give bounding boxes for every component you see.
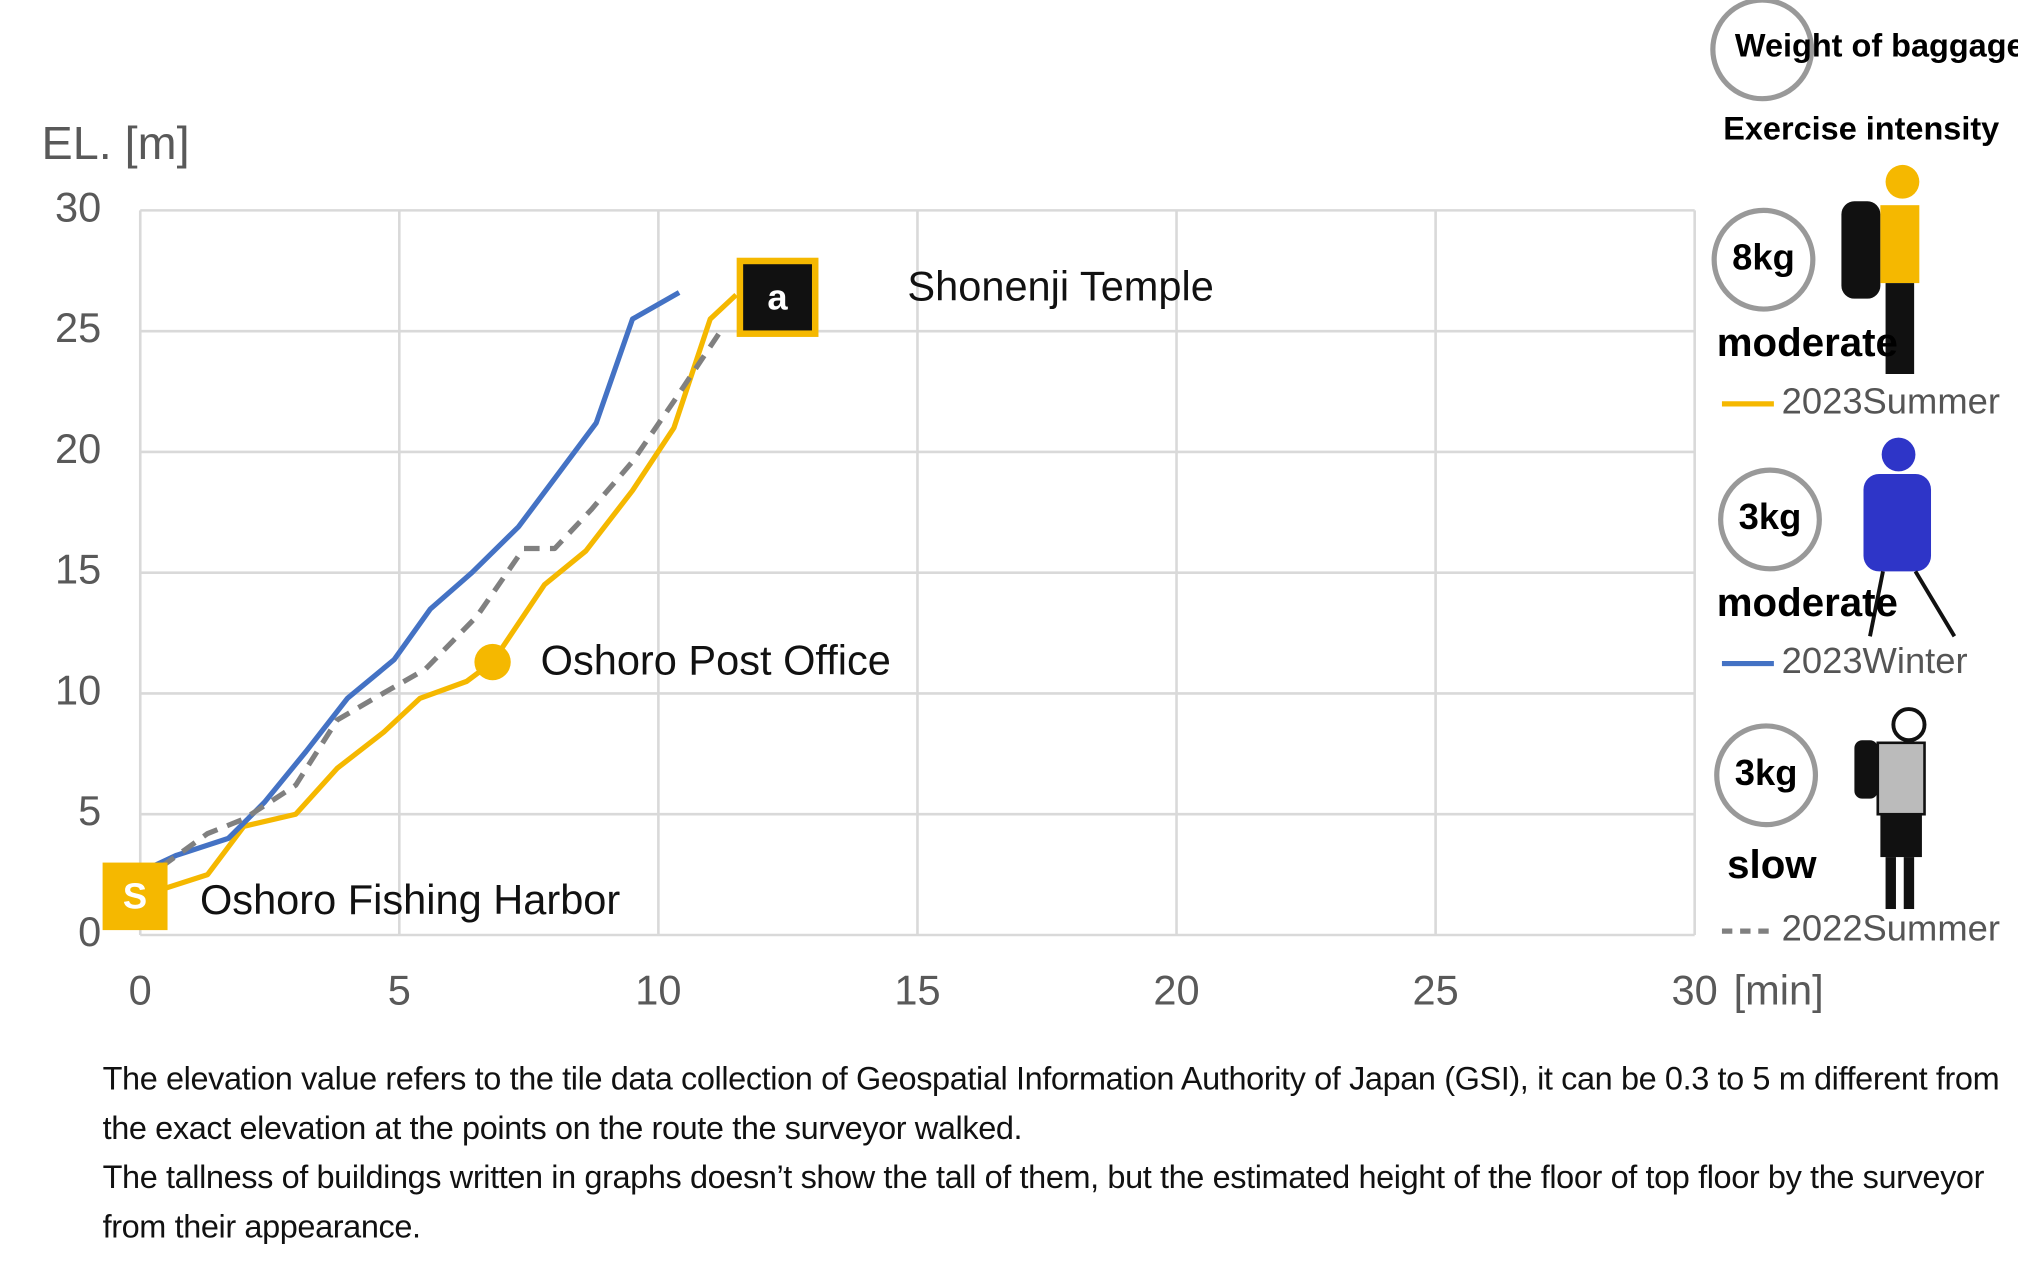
x-tick-label: 10 <box>635 966 681 1013</box>
intensity-label: moderate <box>1717 580 1898 625</box>
intensity-header: Exercise intensity <box>1723 111 1999 147</box>
x-tick-label: 20 <box>1153 966 1199 1013</box>
annotation-badge: a <box>767 277 788 318</box>
legend-label: 2022Summer <box>1782 908 2000 949</box>
annotation-text: Oshoro Post Office <box>541 636 891 683</box>
chart: EL. [m] [min] Weight of baggage Exercise… <box>42 0 2018 1013</box>
series-line <box>138 329 723 884</box>
figure-3 <box>1854 707 1927 910</box>
legend-label: 2023Winter <box>1782 640 1968 681</box>
y-axis-label: EL. [m] <box>42 117 190 169</box>
annotation-marker <box>102 862 168 931</box>
weight-circle <box>1718 467 1822 572</box>
y-tick-label: 20 <box>55 425 101 472</box>
x-tick-label: 30 <box>1672 966 1718 1013</box>
series-line <box>139 293 738 899</box>
x-tick-label: 0 <box>129 966 152 1013</box>
series-line <box>139 290 681 875</box>
weight-circle <box>1711 207 1816 312</box>
intensity-label: slow <box>1727 842 1817 887</box>
y-tick-label: 10 <box>55 666 101 713</box>
x-tick-label: 15 <box>894 966 940 1013</box>
annotation-text: Oshoro Fishing Harbor <box>200 876 620 923</box>
legend-label: 2023Summer <box>1782 380 2000 421</box>
intensity-label: moderate <box>1717 320 1898 365</box>
x-axis-label: [min] <box>1734 966 1824 1013</box>
annotation-marker <box>736 257 819 337</box>
weight-label: 3kg <box>1739 496 1802 537</box>
annotation-marker <box>474 643 511 681</box>
weight-label: 3kg <box>1735 752 1798 793</box>
weight-label: 8kg <box>1732 236 1795 277</box>
annotation-text: Shonenji Temple <box>907 263 1213 310</box>
x-tick-label: 5 <box>388 966 411 1013</box>
y-tick-label: 15 <box>55 546 101 593</box>
y-tick-label: 30 <box>55 183 101 230</box>
x-tick-label: 25 <box>1412 966 1458 1013</box>
y-tick-label: 5 <box>78 787 101 834</box>
figure-2 <box>1863 437 1957 638</box>
y-tick-label: 0 <box>78 908 101 955</box>
weight-circle <box>1714 723 1819 828</box>
annotation-badge: S <box>123 876 147 917</box>
header-circle <box>1710 0 1815 102</box>
footnote: The elevation value refers to the tile d… <box>103 1054 2012 1251</box>
figure-1 <box>1841 164 1920 374</box>
note: The elevation value refers to the tile d… <box>102 1060 2000 1147</box>
weight-header: Weight of baggage <box>1735 28 2018 64</box>
note: The tallness of buildings written in gra… <box>102 1159 1985 1246</box>
y-tick-label: 25 <box>55 304 101 351</box>
